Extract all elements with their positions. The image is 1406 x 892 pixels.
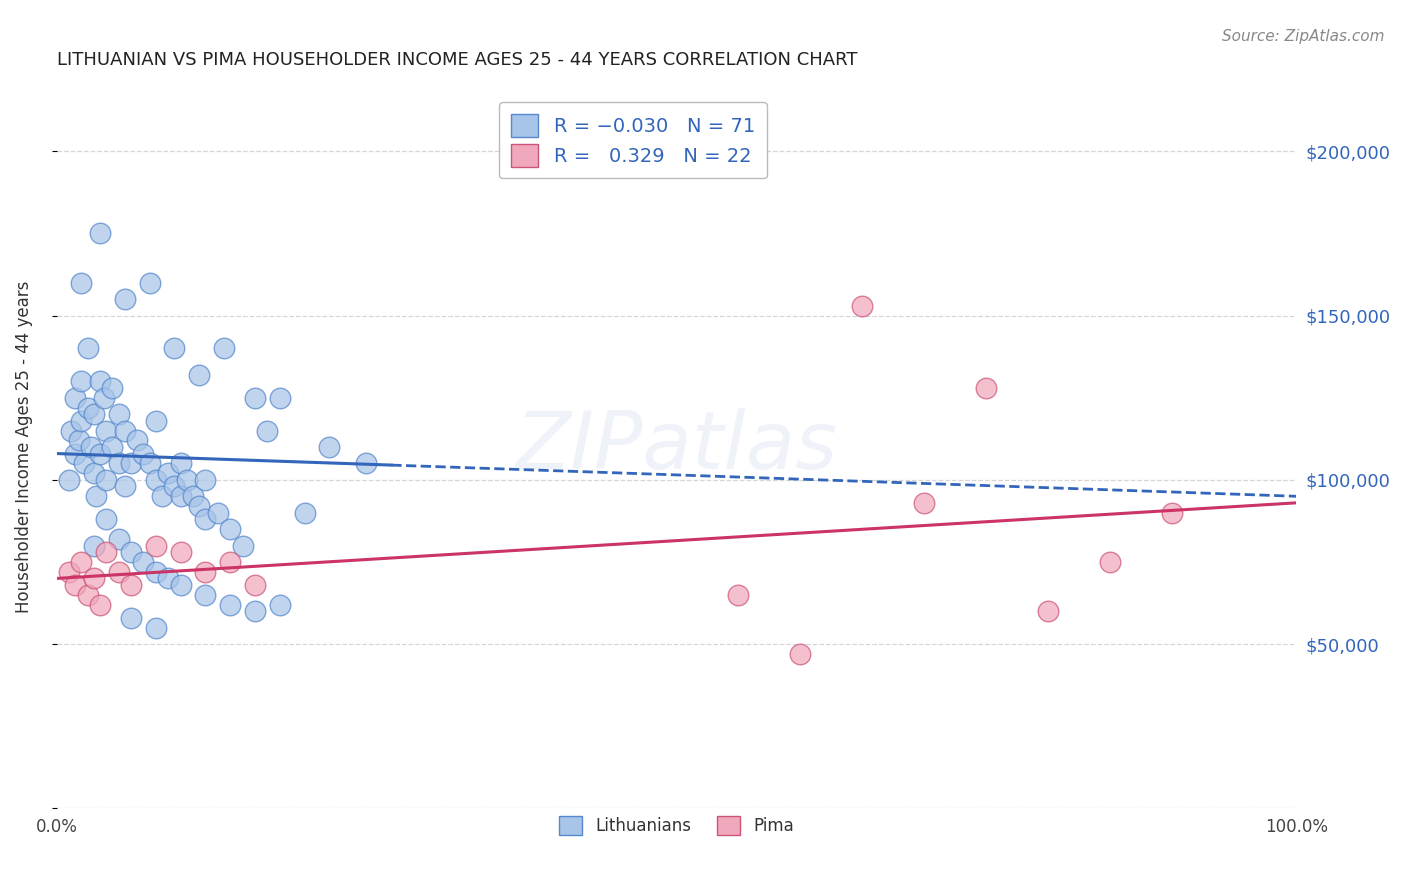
Point: [318, 440, 340, 454]
Point: [120, 578, 142, 592]
Point: [232, 539, 254, 553]
Point: [1099, 555, 1122, 569]
Point: [138, 276, 160, 290]
Point: [132, 446, 155, 460]
Point: [145, 621, 167, 635]
Point: [269, 391, 291, 405]
Point: [89, 374, 111, 388]
Point: [169, 545, 191, 559]
Point: [194, 512, 217, 526]
Point: [96, 545, 118, 559]
Point: [114, 424, 136, 438]
Point: [188, 368, 211, 382]
Point: [83, 539, 105, 553]
Point: [219, 598, 242, 612]
Point: [145, 565, 167, 579]
Point: [163, 342, 186, 356]
Text: Source: ZipAtlas.com: Source: ZipAtlas.com: [1222, 29, 1385, 44]
Point: [169, 578, 191, 592]
Point: [912, 496, 935, 510]
Point: [157, 571, 180, 585]
Point: [132, 555, 155, 569]
Point: [107, 407, 129, 421]
Point: [63, 578, 86, 592]
Point: [789, 647, 811, 661]
Point: [70, 276, 93, 290]
Y-axis label: Householder Income Ages 25 - 44 years: Householder Income Ages 25 - 44 years: [15, 281, 32, 613]
Point: [93, 391, 115, 405]
Point: [76, 342, 98, 356]
Point: [107, 457, 129, 471]
Point: [145, 539, 167, 553]
Text: ZIPatlas: ZIPatlas: [516, 408, 838, 486]
Point: [974, 381, 997, 395]
Point: [243, 578, 266, 592]
Point: [83, 407, 105, 421]
Point: [243, 604, 266, 618]
Point: [256, 424, 278, 438]
Point: [58, 473, 80, 487]
Point: [1161, 506, 1184, 520]
Point: [63, 446, 86, 460]
Point: [145, 414, 167, 428]
Point: [96, 424, 118, 438]
Point: [107, 532, 129, 546]
Point: [83, 467, 105, 481]
Point: [101, 381, 124, 395]
Point: [70, 414, 93, 428]
Point: [727, 588, 749, 602]
Point: [76, 401, 98, 415]
Point: [63, 391, 86, 405]
Point: [145, 473, 167, 487]
Point: [294, 506, 316, 520]
Point: [89, 598, 111, 612]
Point: [127, 434, 149, 448]
Point: [194, 588, 217, 602]
Point: [194, 565, 217, 579]
Point: [96, 512, 118, 526]
Point: [76, 588, 98, 602]
Point: [70, 555, 93, 569]
Point: [176, 473, 198, 487]
Point: [194, 473, 217, 487]
Point: [188, 499, 211, 513]
Point: [181, 489, 204, 503]
Point: [120, 545, 142, 559]
Point: [96, 473, 118, 487]
Point: [157, 467, 180, 481]
Point: [150, 489, 173, 503]
Point: [89, 446, 111, 460]
Point: [243, 391, 266, 405]
Point: [67, 434, 90, 448]
Point: [207, 506, 229, 520]
Point: [163, 479, 186, 493]
Point: [169, 489, 191, 503]
Point: [80, 440, 103, 454]
Point: [212, 342, 235, 356]
Point: [1038, 604, 1060, 618]
Point: [60, 424, 83, 438]
Point: [114, 479, 136, 493]
Point: [70, 374, 93, 388]
Point: [120, 457, 142, 471]
Point: [73, 457, 96, 471]
Legend: Lithuanians, Pima: Lithuanians, Pima: [551, 807, 803, 844]
Point: [101, 440, 124, 454]
Point: [84, 489, 107, 503]
Point: [107, 565, 129, 579]
Point: [83, 571, 105, 585]
Point: [120, 611, 142, 625]
Text: LITHUANIAN VS PIMA HOUSEHOLDER INCOME AGES 25 - 44 YEARS CORRELATION CHART: LITHUANIAN VS PIMA HOUSEHOLDER INCOME AG…: [56, 51, 858, 69]
Point: [58, 565, 80, 579]
Point: [219, 555, 242, 569]
Point: [169, 457, 191, 471]
Point: [89, 227, 111, 241]
Point: [219, 522, 242, 536]
Point: [114, 292, 136, 306]
Point: [269, 598, 291, 612]
Point: [356, 457, 378, 471]
Point: [138, 457, 160, 471]
Point: [851, 299, 873, 313]
